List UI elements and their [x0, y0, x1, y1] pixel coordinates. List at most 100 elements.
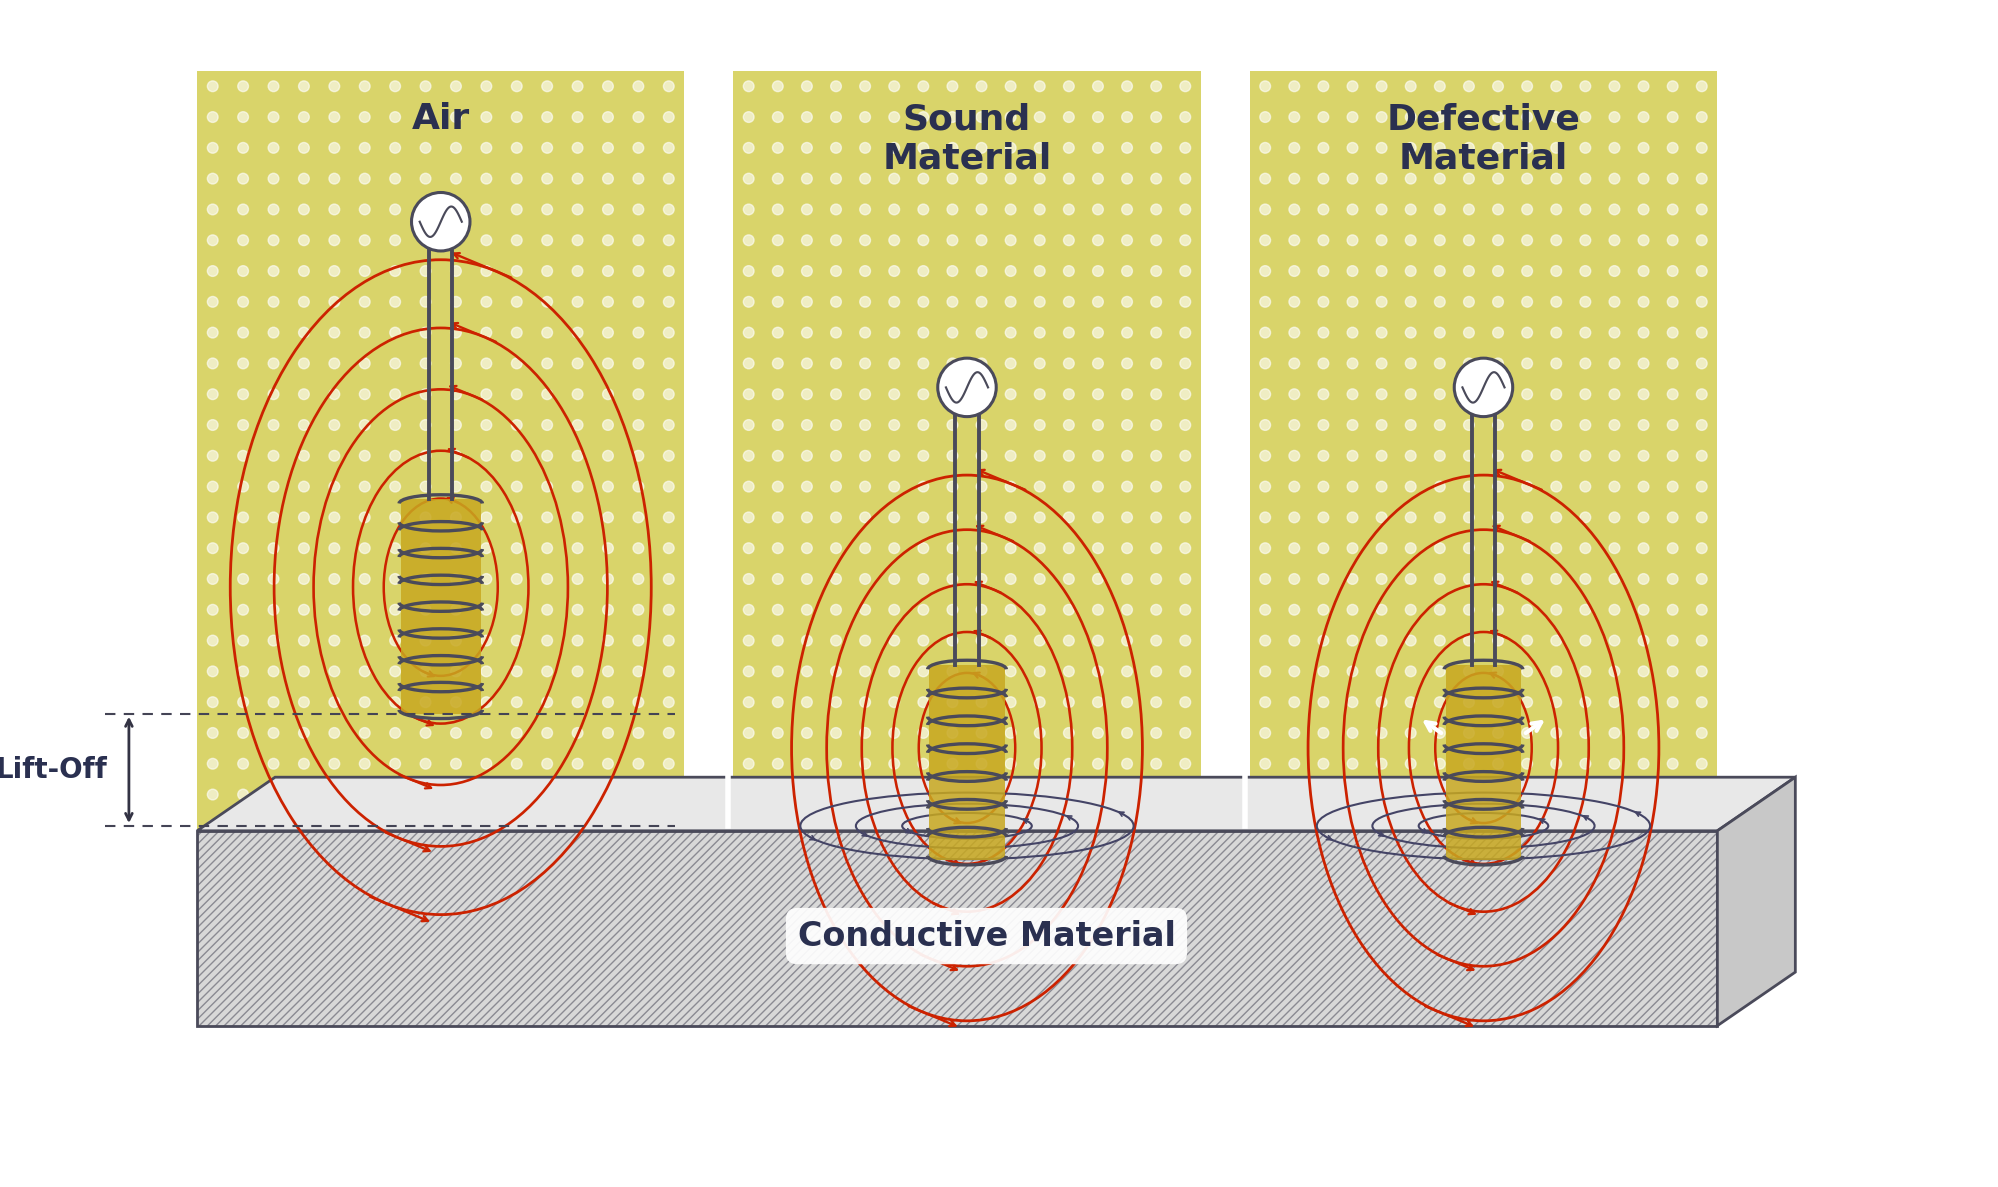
Circle shape [801, 481, 811, 491]
Circle shape [1121, 204, 1131, 215]
Circle shape [771, 512, 783, 522]
Circle shape [390, 882, 400, 893]
Circle shape [1435, 112, 1445, 122]
Circle shape [917, 420, 929, 431]
Circle shape [633, 481, 643, 491]
Circle shape [1493, 420, 1502, 431]
Circle shape [1005, 666, 1015, 677]
Circle shape [801, 944, 811, 954]
Circle shape [1259, 758, 1271, 769]
Circle shape [390, 450, 400, 462]
Circle shape [1005, 913, 1015, 923]
Circle shape [831, 420, 841, 431]
Circle shape [1375, 697, 1387, 707]
Circle shape [330, 728, 340, 738]
Circle shape [1435, 542, 1445, 553]
Circle shape [1463, 481, 1475, 491]
Circle shape [1289, 944, 1299, 954]
Circle shape [917, 913, 929, 923]
Circle shape [390, 481, 400, 491]
Circle shape [743, 266, 753, 277]
Circle shape [1435, 420, 1445, 431]
Circle shape [1666, 235, 1676, 246]
Circle shape [801, 328, 811, 338]
Circle shape [330, 975, 340, 985]
Circle shape [482, 420, 492, 431]
Circle shape [947, 851, 957, 862]
Circle shape [1405, 142, 1415, 153]
Circle shape [1578, 820, 1590, 831]
Circle shape [1550, 297, 1560, 307]
Circle shape [1151, 512, 1161, 522]
Circle shape [771, 635, 783, 646]
Circle shape [208, 635, 218, 646]
Circle shape [771, 173, 783, 184]
Circle shape [1259, 666, 1271, 677]
Circle shape [1151, 913, 1161, 923]
Circle shape [1405, 728, 1415, 738]
Circle shape [360, 235, 370, 246]
Circle shape [1317, 975, 1329, 985]
Circle shape [1666, 420, 1676, 431]
Circle shape [482, 481, 492, 491]
Circle shape [947, 697, 957, 707]
Circle shape [1578, 389, 1590, 400]
Circle shape [633, 573, 643, 584]
Circle shape [420, 635, 432, 646]
Circle shape [541, 142, 551, 153]
Circle shape [1063, 666, 1073, 677]
Circle shape [1259, 204, 1271, 215]
Circle shape [1289, 450, 1299, 462]
Circle shape [975, 420, 987, 431]
Circle shape [633, 420, 643, 431]
Circle shape [1151, 81, 1161, 91]
Circle shape [743, 913, 753, 923]
Circle shape [330, 142, 340, 153]
Circle shape [298, 851, 310, 862]
Circle shape [1666, 542, 1676, 553]
Circle shape [1033, 173, 1045, 184]
Circle shape [1463, 882, 1475, 893]
Circle shape [330, 666, 340, 677]
Circle shape [1608, 235, 1618, 246]
Circle shape [482, 542, 492, 553]
Circle shape [450, 328, 462, 338]
Circle shape [1638, 666, 1648, 677]
Circle shape [1289, 420, 1299, 431]
Circle shape [1550, 173, 1560, 184]
Circle shape [330, 573, 340, 584]
Circle shape [831, 882, 841, 893]
Circle shape [1550, 728, 1560, 738]
Circle shape [743, 173, 753, 184]
Circle shape [1093, 944, 1103, 954]
Circle shape [1179, 512, 1191, 522]
Circle shape [571, 481, 583, 491]
Bar [198, 71, 683, 1026]
Circle shape [511, 481, 521, 491]
Circle shape [1638, 913, 1648, 923]
Circle shape [1666, 81, 1676, 91]
Circle shape [450, 882, 462, 893]
Circle shape [801, 975, 811, 985]
Circle shape [663, 820, 673, 831]
Circle shape [1550, 666, 1560, 677]
Circle shape [1493, 944, 1502, 954]
Circle shape [541, 789, 551, 800]
Circle shape [390, 697, 400, 707]
Circle shape [541, 358, 551, 369]
Circle shape [482, 142, 492, 153]
Circle shape [1375, 142, 1387, 153]
Circle shape [1093, 666, 1103, 677]
Circle shape [1063, 420, 1073, 431]
Circle shape [390, 635, 400, 646]
Circle shape [1317, 542, 1329, 553]
Circle shape [889, 604, 899, 615]
Circle shape [663, 328, 673, 338]
Circle shape [208, 573, 218, 584]
Circle shape [801, 635, 811, 646]
Circle shape [1520, 944, 1532, 954]
Circle shape [743, 975, 753, 985]
Circle shape [330, 913, 340, 923]
Circle shape [1463, 851, 1475, 862]
Circle shape [1375, 728, 1387, 738]
